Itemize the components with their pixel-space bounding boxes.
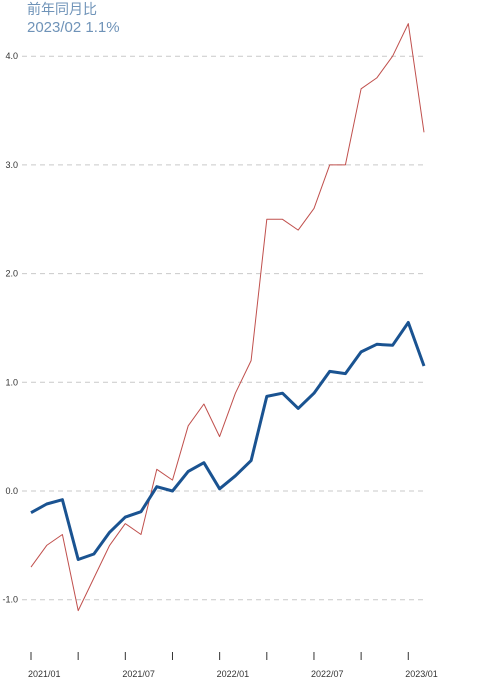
x-axis-ticks: 2021/01 2021/07 2022/01 2022/07 2023/01 xyxy=(28,652,438,679)
y-tick-label: 0.0 xyxy=(5,486,18,496)
x-tick-label: 2022/01 xyxy=(217,669,250,679)
x-tick-label: 2021/07 xyxy=(122,669,155,679)
chart-subtitle: 前年同月比 xyxy=(27,1,97,17)
y-tick-label: 4.0 xyxy=(5,51,18,61)
chart-header: 前年同月比 2023/02 1.1% xyxy=(27,0,120,38)
x-tick-label: 2021/01 xyxy=(28,669,61,679)
x-tick-label: 2022/07 xyxy=(311,669,344,679)
series-line-1 xyxy=(30,23,425,612)
y-tick-label: -1.0 xyxy=(2,595,18,605)
chart-headline: 2023/02 1.1% xyxy=(27,19,120,36)
series-line-2 xyxy=(30,321,426,561)
series-lines xyxy=(30,23,426,612)
x-tick-label: 2023/01 xyxy=(405,669,438,679)
y-tick-label: 2.0 xyxy=(5,269,18,279)
y-axis-ticks: 4.0 3.0 2.0 1.0 0.0 -1.0 xyxy=(2,51,18,605)
y-tick-label: 1.0 xyxy=(5,377,18,387)
y-tick-label: 3.0 xyxy=(5,160,18,170)
gridlines xyxy=(22,55,424,601)
